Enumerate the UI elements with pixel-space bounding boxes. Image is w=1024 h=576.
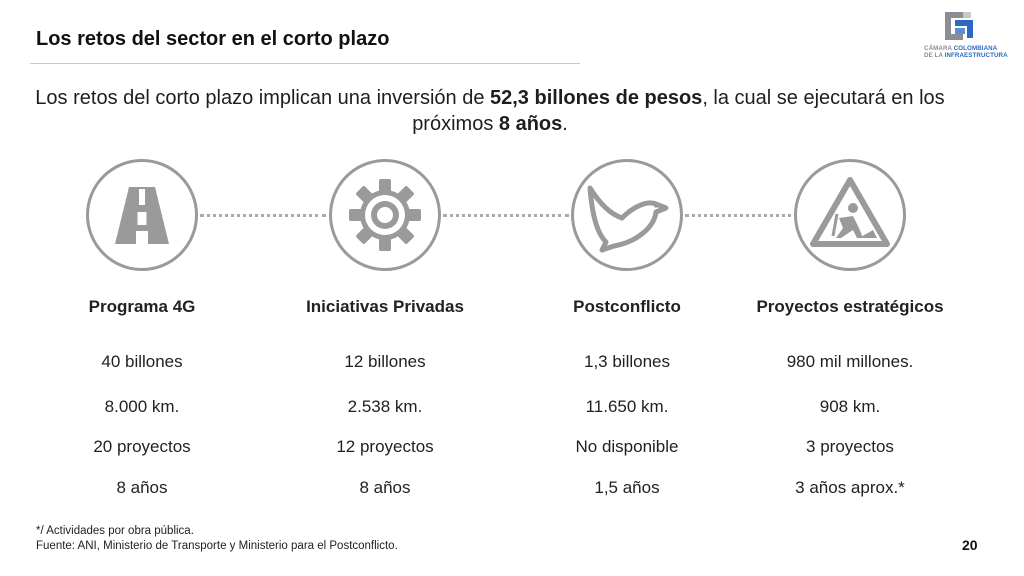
dotted-connector	[443, 214, 569, 217]
slide-title: Los retos del sector en el corto plazo	[36, 28, 390, 50]
dotted-connector	[685, 214, 811, 217]
investment-value: 980 mil millones.	[786, 352, 914, 371]
footnote-note: */ Actividades por obra pública.	[36, 525, 194, 537]
length-value: 11.650 km.	[585, 397, 669, 416]
title-underline	[30, 63, 580, 64]
column-heading: Programa 4G	[88, 297, 196, 316]
construction-sign-icon	[794, 159, 906, 271]
projects-value: 3 proyectos	[806, 437, 894, 456]
duration-value: 1,5 años	[594, 478, 660, 497]
length-value: 908 km.	[819, 397, 881, 416]
logo-mark-icon	[945, 12, 973, 40]
projects-value: 12 proyectos	[336, 437, 434, 456]
dotted-connector	[200, 214, 326, 217]
gear-icon	[329, 159, 441, 271]
page-number: 20	[962, 537, 978, 553]
projects-value: No disponible	[575, 437, 679, 456]
duration-value: 3 años aprox.*	[795, 478, 905, 497]
camara-colombiana-logo: CÁMARA COLOMBIANA DE LA INFRAESTRUCTURA	[924, 8, 1008, 60]
footnote-source: Fuente: ANI, Ministerio de Transporte y …	[36, 540, 398, 552]
column-heading: Proyectos estratégicos	[756, 297, 944, 316]
duration-value: 8 años	[116, 478, 168, 497]
projects-value: 20 proyectos	[93, 437, 191, 456]
column-heading: Iniciativas Privadas	[306, 297, 464, 316]
road-icon	[86, 159, 198, 271]
investment-value: 12 billones	[344, 352, 426, 371]
length-value: 8.000 km.	[104, 397, 180, 416]
intro-paragraph: Los retos del corto plazo implican una i…	[35, 87, 945, 135]
logo-line-2: DE LA INFRAESTRUCTURA	[924, 52, 1008, 59]
logo-line-1: CÁMARA COLOMBIANA	[924, 45, 998, 52]
duration-value: 8 años	[359, 478, 411, 497]
investment-value: 40 billones	[101, 352, 183, 371]
column-heading: Postconflicto	[573, 297, 681, 316]
footnote: */ Actividades por obra pública. Fuente:…	[36, 524, 398, 554]
length-value: 2.538 km.	[347, 397, 423, 416]
dove-icon	[571, 159, 683, 271]
investment-value: 1,3 billones	[583, 352, 670, 371]
